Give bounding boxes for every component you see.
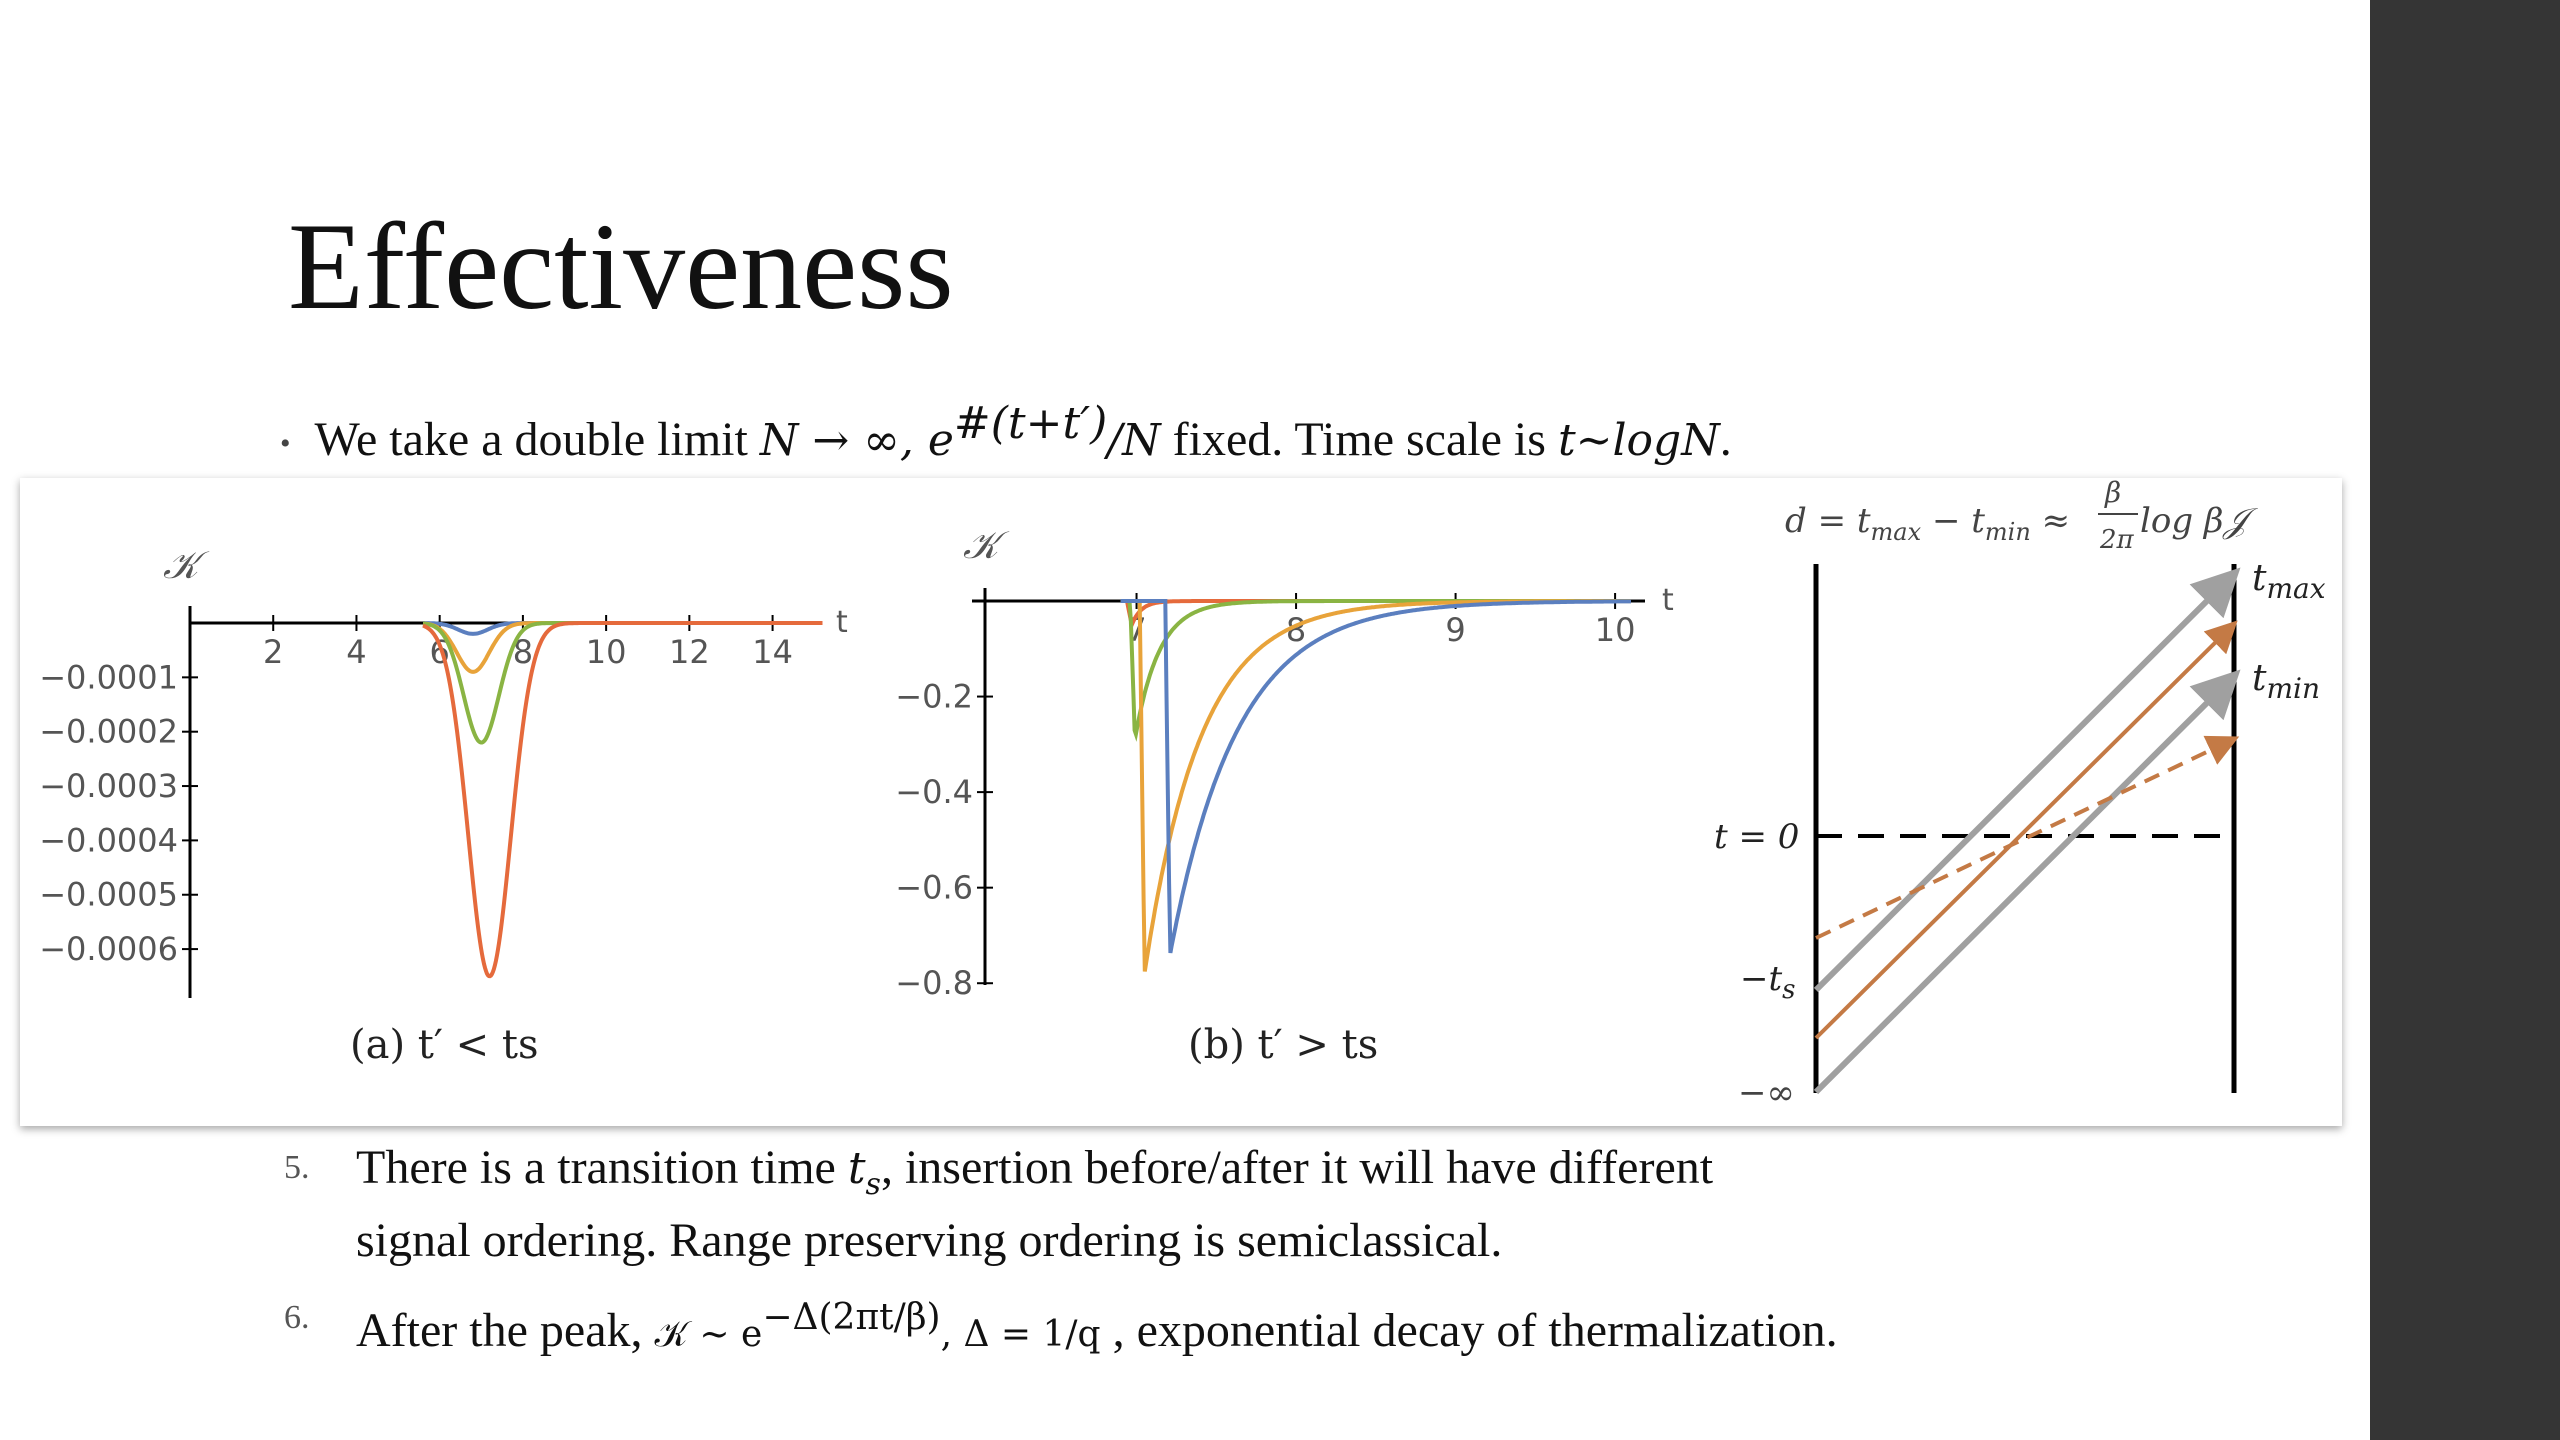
y-tick-label: −0.8 (895, 964, 973, 1002)
list-item-6-number: 6. (284, 1299, 310, 1336)
chart-a-caption: (a) t′ < ts (350, 1022, 538, 1068)
y-tick-label: −0.0001 (39, 658, 178, 696)
diagram-formula-tail: log β𝒥 (2140, 501, 2259, 541)
y-tick-label: −0.0004 (39, 821, 178, 859)
x-tick-label: 14 (752, 633, 793, 671)
x-tick-label: 2 (263, 633, 283, 671)
list-item-5-body: There is a transition time ts, insertion… (356, 1140, 1713, 1269)
list-item-5-math: t (847, 1143, 866, 1194)
diagram-formula-denominator: 2π (2099, 525, 2135, 555)
bullet-prefix: We take a double limit (314, 413, 760, 466)
y-tick-label: −0.6 (895, 869, 973, 907)
bullet-dot: • (280, 426, 291, 460)
x-tick-label: 10 (1595, 611, 1636, 649)
figure-panel: 2 4 6 8 10 12 14 −0.0001 −0.0002 −0.0003 −0.0004−… (20, 478, 2342, 1126)
y-tick-label: −0.0005 (39, 876, 178, 914)
x-tick-label: 8 (1286, 611, 1306, 649)
chart-a-y-label: 𝒦 (163, 543, 210, 587)
ordering-diagram: d = tmax − tmin ≈ β 2π log β𝒥 tmax tmin … (1714, 478, 2326, 1113)
slide-title: Effectiveness (288, 198, 954, 335)
list-item-6-math-delta: , Δ = 1/q (940, 1314, 1101, 1355)
chart-b: 7 8 9 10 −0.2−0.4−0.6−0.8 𝒦 t (b) t′ > ts (895, 523, 1674, 1068)
chart-a-x-label: t (836, 605, 848, 640)
list-item-6-text-pre: After the peak, (356, 1304, 655, 1357)
bullet-suffix: . (1719, 413, 1732, 466)
list-item-6-body: After the peak, 𝒦 ~ e−Δ(2πt/β), Δ = 1/q … (356, 1290, 1838, 1363)
bullet-math-timescale: t~logN (1557, 415, 1720, 466)
chart-a: 2 4 6 8 10 12 14 −0.0001−0.0002−0.0003−0.0004−… (39, 543, 848, 1068)
bullet-math-exponent: #(t+t′) (953, 398, 1108, 449)
list-item-6-text-post: , exponential decay of thermalization. (1100, 1304, 1838, 1357)
x-tick-label: 10 (586, 633, 627, 671)
bullet-middle: fixed. Time scale is (1160, 413, 1558, 466)
right-sidebar-panel (2370, 0, 2560, 1440)
bullet-math-limit: N → ∞, e (759, 415, 954, 466)
x-tick-label: 9 (1445, 611, 1465, 649)
diagram-arrow-brown-solid (1814, 620, 2238, 1040)
x-tick-label: 12 (669, 633, 710, 671)
list-item-6-math-k: 𝒦 ~ e (654, 1314, 763, 1355)
diagram-arrow-gray-lower (1813, 669, 2241, 1095)
y-tick-label: −0.0003 (39, 767, 178, 805)
y-tick-label: −0.0002 (39, 713, 178, 751)
list-item-6: 6. After the peak, 𝒦 ~ e−Δ(2πt/β), Δ = 1/… (284, 1290, 1838, 1363)
x-tick-label: 8 (513, 633, 533, 671)
y-tick-label: −0.4 (895, 773, 973, 811)
diagram-label-tmin: tmin (2252, 658, 2320, 705)
diagram-label-ts: −ts (1740, 959, 1796, 1005)
bullet-double-limit: • We take a double limit N → ∞, e#(t+t′)/… (280, 398, 1732, 467)
list-item-5-number: 5. (284, 1149, 310, 1186)
list-item-5-text-pre: There is a transition time (356, 1141, 848, 1194)
y-tick-label: −0.2 (895, 678, 973, 716)
list-item-5-text-line2: signal ordering. Range preserving orderi… (356, 1213, 1503, 1267)
diagram-formula: d = tmax − tmin ≈ (1785, 501, 2070, 546)
diagram-arrow-gray-upper (1813, 567, 2241, 993)
chart-b-y-label: 𝒦 (963, 523, 1010, 567)
y-tick-label: −0.0006 (39, 930, 178, 968)
list-item-6-math-exponent: −Δ(2πt/β) (762, 1297, 941, 1338)
series-line-2 (1120, 599, 1631, 742)
chart-b-x-label: t (1662, 583, 1674, 618)
series-line-4 (422, 621, 823, 979)
list-item-5-math-sub: s (865, 1166, 881, 1202)
diagram-arrow-brown-dashed (1815, 735, 2240, 940)
figure-svg: 2 4 6 8 10 12 14 −0.0001−0.0002−0.0003−0.0004−… (39, 478, 2326, 1113)
series-line-4 (1120, 599, 1631, 954)
list-item-5-text-post: , insertion before/after it will have di… (880, 1141, 1714, 1194)
diagram-label-tmax: tmax (2252, 558, 2326, 605)
list-item-5: 5. There is a transition time ts, inserti… (284, 1140, 1713, 1269)
chart-b-caption: (b) t′ > ts (1188, 1022, 1378, 1068)
diagram-label-minus-infinity: −∞ (1738, 1073, 1795, 1113)
diagram-formula-numerator: β (2104, 478, 2121, 509)
series-line-3 (1120, 599, 1631, 972)
x-tick-label: 4 (346, 633, 366, 671)
bullet-math-over-n: /N (1107, 415, 1161, 466)
diagram-label-t0: t = 0 (1714, 817, 1799, 857)
